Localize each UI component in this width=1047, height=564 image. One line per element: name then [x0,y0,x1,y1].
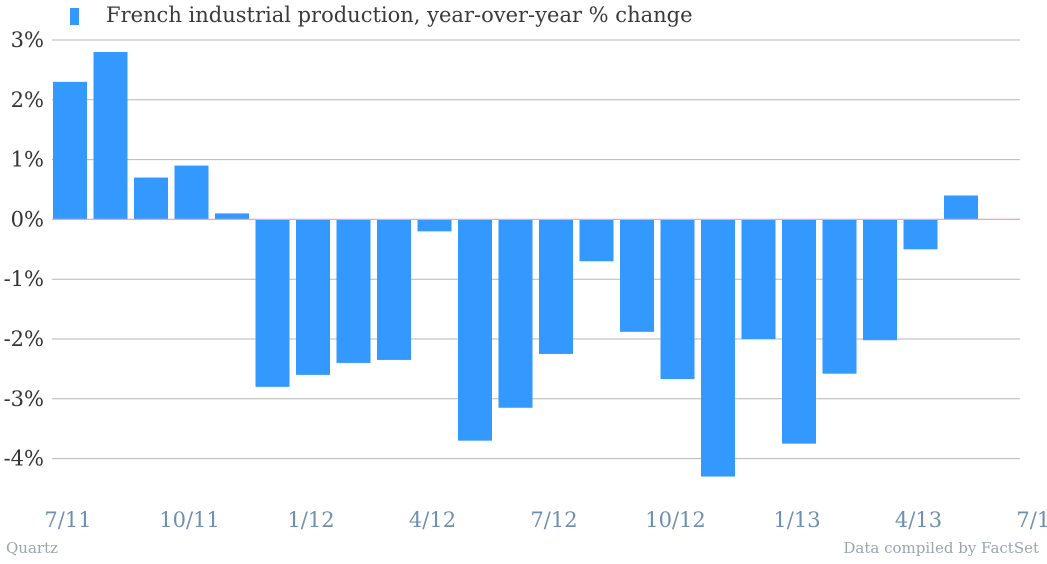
x-tick-label: 10/12 [645,508,706,532]
y-tick-label: -3% [4,387,44,411]
y-tick-label: 0% [11,207,44,231]
bar [903,219,938,250]
bar [296,219,330,375]
bar [458,219,492,441]
y-tick-label: 1% [11,148,44,172]
y-tick-label: -1% [4,267,44,291]
bar [174,165,209,220]
bar [944,195,978,220]
x-tick-label: 1/13 [773,508,820,532]
bar [215,213,249,220]
bar [863,219,897,341]
bar [539,219,573,354]
bar [741,219,776,339]
x-tick-label: 7/13 [1016,508,1047,532]
x-tick-label: 4/13 [895,508,942,532]
legend-label: French industrial production, year-over-… [106,3,693,27]
y-axis-ticks: 3% 2% 1% 0% -1% -2% -3% -4% [4,28,44,471]
footer-credit: Quartz [6,539,59,557]
y-tick-label: 2% [11,88,44,112]
footer-source: Data compiled by FactSet [843,539,1039,557]
x-tick-label: 4/12 [409,508,456,532]
bar [498,219,533,408]
bars [53,51,978,477]
bar [701,219,735,477]
y-tick-label: -4% [4,447,44,471]
bar [620,219,654,332]
bar [782,219,816,444]
legend-swatch [70,8,79,25]
bar [53,81,87,220]
bar [660,219,695,380]
y-tick-label: 3% [11,28,44,52]
x-axis-ticks: 7/11 10/11 1/12 4/12 7/12 10/12 1/13 4/13 7/13 [44,508,1047,532]
x-tick-label: 7/12 [530,508,577,532]
bar [93,51,128,220]
bar [417,219,452,232]
bar [255,219,290,387]
gridlines [52,39,1020,460]
y-tick-label: -2% [4,327,44,351]
x-tick-label: 1/12 [287,508,334,532]
bar [579,219,614,262]
x-tick-label: 10/11 [159,508,220,532]
bar [822,219,857,374]
bar [377,219,411,360]
x-tick-label: 7/11 [44,508,91,532]
bar [134,177,168,220]
bar [336,219,371,363]
